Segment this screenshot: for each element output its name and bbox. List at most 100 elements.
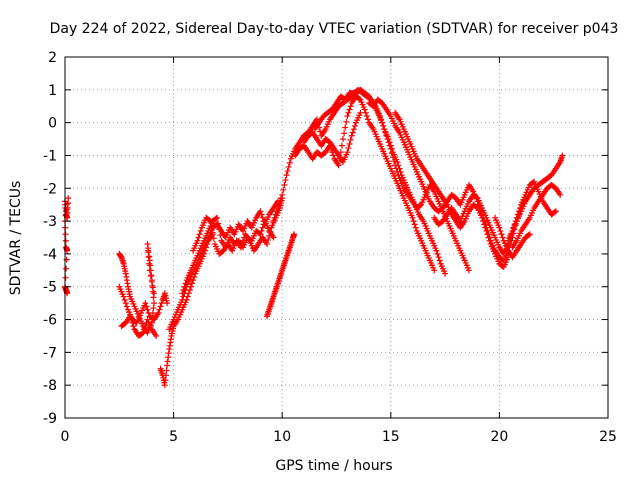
x-tick-label: 5 [169, 429, 178, 445]
data-point [128, 316, 135, 323]
y-tick-label: -9 [43, 411, 57, 427]
data-point [431, 267, 438, 274]
data-point [480, 218, 487, 225]
data-point [164, 300, 171, 307]
data-point [277, 198, 284, 205]
data-point [182, 280, 189, 287]
data-point [385, 136, 392, 143]
data-point [141, 326, 148, 333]
data-point [153, 332, 160, 339]
data-point [473, 204, 480, 211]
y-tick-label: -1 [43, 148, 57, 164]
data-point [237, 244, 244, 251]
y-tick-label: 1 [48, 83, 57, 99]
data-point [278, 195, 285, 202]
data-point [259, 214, 266, 221]
data-point [351, 122, 358, 129]
data-point [557, 191, 564, 198]
data-point [552, 208, 559, 215]
data-point [283, 172, 290, 179]
data-point [410, 218, 417, 225]
data-point [127, 313, 134, 320]
data-point [344, 149, 351, 156]
data-point [145, 309, 152, 316]
data-point [434, 250, 441, 257]
data-point [206, 217, 213, 224]
data-point [347, 103, 354, 110]
data-point [281, 181, 288, 188]
data-point [259, 224, 266, 231]
data-point [363, 113, 370, 120]
y-tick-label: -7 [43, 345, 57, 361]
data-point [364, 116, 371, 123]
data-point [335, 162, 342, 169]
data-point [208, 223, 215, 230]
y-axis-label: SDTVAR / TECUs [8, 181, 24, 296]
plot-frame [64, 56, 609, 419]
data-point [526, 231, 533, 238]
data-point [409, 214, 416, 221]
data-point [380, 122, 387, 129]
data-point [341, 130, 348, 137]
data-point [348, 132, 355, 139]
y-tick-label: 0 [48, 116, 57, 132]
data-point [265, 236, 272, 243]
y-tick-label: -2 [43, 181, 57, 197]
data-point [338, 142, 345, 149]
data-point [340, 136, 347, 143]
data-point [411, 221, 418, 228]
data-point [481, 221, 488, 228]
data-point [239, 241, 246, 248]
data-point [417, 202, 424, 209]
data-point [151, 300, 158, 307]
data-point [376, 113, 383, 120]
data-point [120, 293, 127, 300]
data-point [121, 296, 128, 303]
data-point [485, 234, 492, 241]
data-point [435, 254, 442, 261]
y-tick-label: -3 [43, 214, 57, 230]
data-point [158, 300, 165, 307]
y-tick-label: -8 [43, 378, 57, 394]
x-tick-label: 10 [273, 429, 291, 445]
data-point [275, 201, 282, 208]
data-point [279, 191, 286, 198]
data-point [412, 224, 419, 231]
data-point [378, 116, 385, 123]
data-point [130, 323, 137, 330]
data-point [142, 300, 149, 307]
data-point [122, 300, 129, 307]
data-points [62, 86, 566, 389]
data-point [282, 177, 289, 184]
data-point [197, 227, 204, 234]
data-point [551, 209, 558, 216]
data-point [139, 330, 146, 337]
data-point [387, 142, 394, 149]
data-point [149, 284, 156, 291]
data-point [146, 260, 153, 267]
chart-title: Day 224 of 2022, Sidereal Day-to-day VTE… [50, 21, 619, 37]
data-point [144, 241, 151, 248]
data-point [209, 229, 216, 236]
data-point [207, 218, 214, 225]
data-point [330, 152, 337, 159]
data-point [157, 303, 164, 310]
data-point [148, 278, 155, 285]
data-point [465, 267, 472, 274]
y-tick-label: -5 [43, 280, 57, 296]
data-point [286, 159, 293, 166]
data-point [240, 237, 247, 244]
data-point [194, 237, 201, 244]
data-point [189, 280, 196, 287]
data-point [350, 126, 357, 133]
data-point [143, 303, 150, 310]
data-point [347, 136, 354, 143]
data-point [484, 231, 491, 238]
data-point [442, 270, 449, 277]
data-point [496, 224, 503, 231]
data-point [267, 228, 274, 235]
data-point [217, 232, 224, 239]
data-point [397, 168, 404, 175]
data-point [179, 290, 186, 297]
data-point [123, 303, 130, 310]
